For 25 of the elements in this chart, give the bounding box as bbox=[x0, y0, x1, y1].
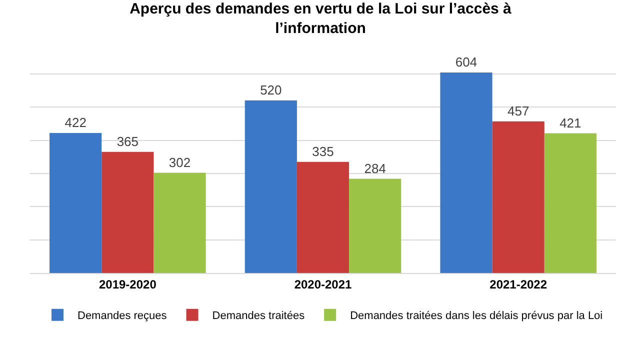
legend-label: Demandes traitées bbox=[212, 310, 306, 322]
bar bbox=[154, 172, 206, 273]
data-label: 457 bbox=[507, 103, 530, 118]
legend-label: Demandes traitées dans les délais prévus par la Loi bbox=[350, 310, 603, 322]
data-label: 520 bbox=[260, 82, 282, 98]
bar bbox=[544, 133, 596, 273]
bar bbox=[492, 121, 544, 273]
chart-title: Aperçu des demandes en vertu de la Loi sur l’accès à l’information bbox=[130, 0, 512, 38]
bar bbox=[244, 100, 297, 273]
data-label: 335 bbox=[312, 144, 334, 159]
bar bbox=[349, 178, 402, 273]
data-label: 421 bbox=[560, 115, 582, 130]
x-tick-label: 2019-2020 bbox=[98, 277, 157, 292]
data-label: 604 bbox=[455, 54, 478, 70]
data-label: 302 bbox=[168, 154, 191, 170]
x-tick-label: 2020-2021 bbox=[294, 277, 352, 292]
legend-label: Demandes reçues bbox=[78, 310, 168, 322]
data-label: 365 bbox=[116, 134, 139, 149]
data-label: 284 bbox=[364, 160, 386, 176]
bar bbox=[296, 162, 350, 273]
data-label: 422 bbox=[64, 114, 86, 130]
x-tick-label: 2021-2022 bbox=[490, 277, 548, 292]
bar bbox=[440, 72, 492, 273]
bar bbox=[50, 132, 102, 273]
bar bbox=[102, 152, 154, 273]
